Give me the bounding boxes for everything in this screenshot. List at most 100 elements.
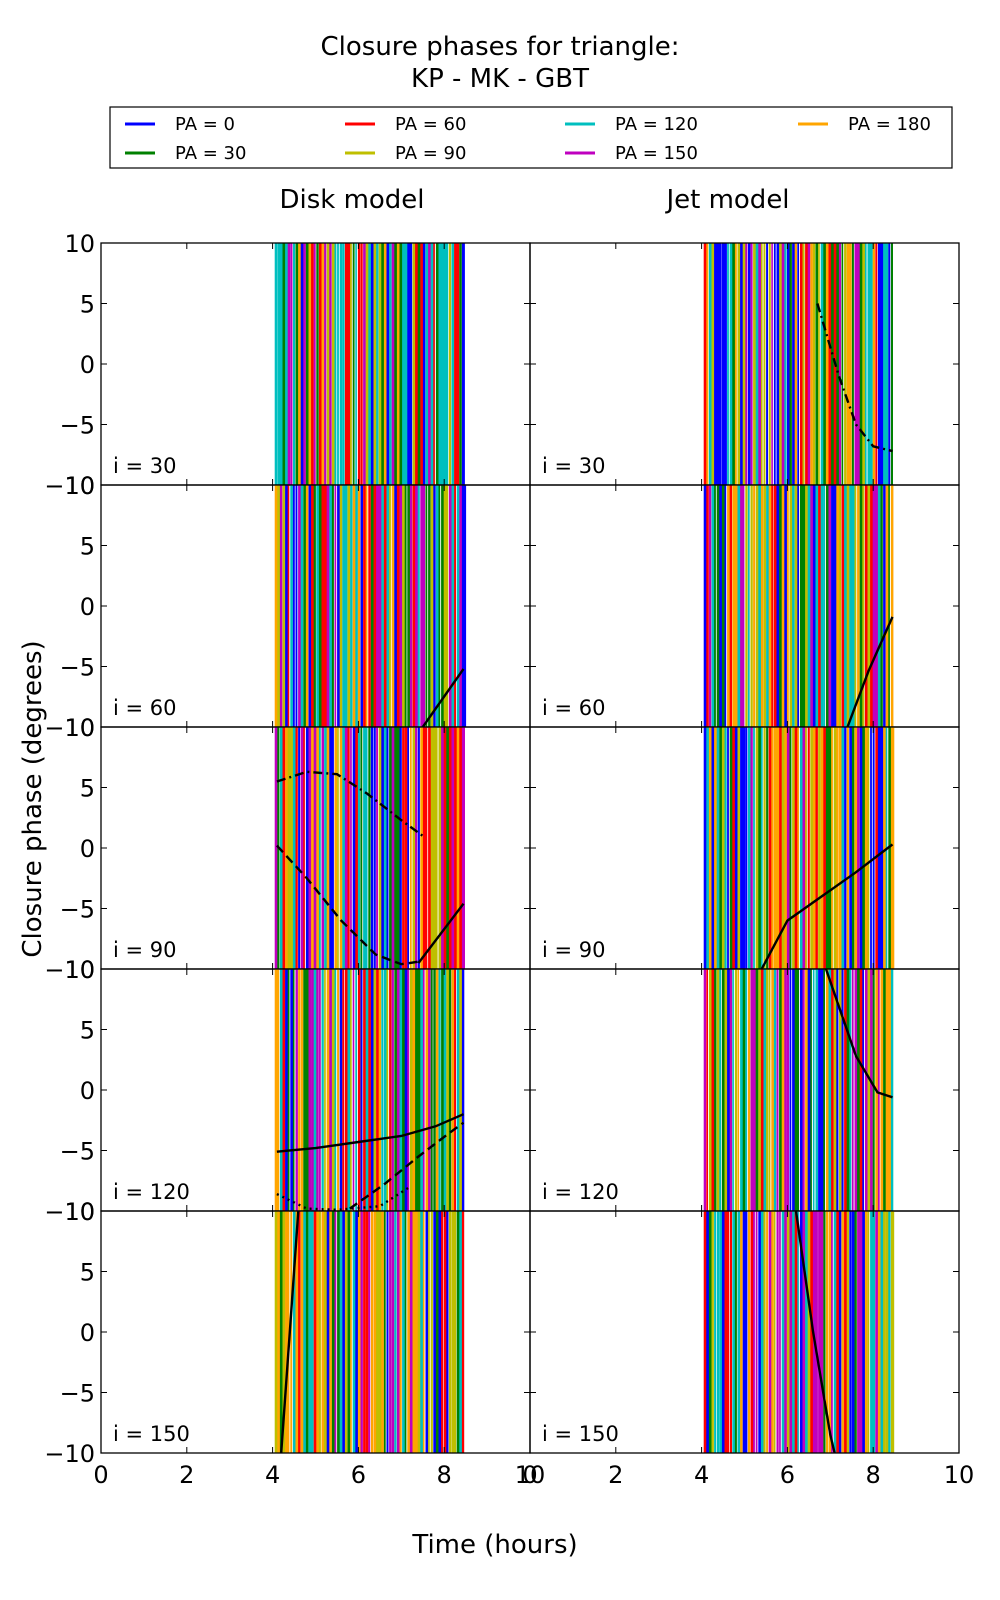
phase-trace-stroke xyxy=(815,969,818,1211)
phase-trace-stroke xyxy=(454,485,456,727)
model-curve-solid xyxy=(276,1113,464,1153)
phase-trace-stroke xyxy=(841,243,844,485)
phase-trace-stroke xyxy=(404,727,408,969)
phase-trace-stroke xyxy=(870,969,873,1211)
phase-trace-stroke xyxy=(441,243,444,485)
phase-trace-stroke xyxy=(838,485,842,727)
phase-trace-stroke xyxy=(729,1211,732,1453)
phase-trace-stroke xyxy=(831,485,835,727)
phase-trace-stroke xyxy=(376,243,379,485)
phase-trace-stroke xyxy=(386,1211,389,1453)
phase-trace-stroke xyxy=(287,1211,290,1453)
phase-trace-stroke xyxy=(812,485,817,727)
legend-entry: PA = 120 xyxy=(565,114,698,135)
phase-trace-stroke xyxy=(331,969,336,1211)
phase-trace-stroke xyxy=(399,1211,402,1453)
phase-trace-stroke xyxy=(451,243,455,485)
phase-trace-stroke xyxy=(742,969,746,1211)
phase-trace-stroke xyxy=(797,243,799,485)
phase-trace-stroke xyxy=(880,243,885,485)
phase-trace-stroke xyxy=(711,485,715,727)
phase-trace-stroke xyxy=(417,485,420,727)
phase-trace-stroke xyxy=(802,969,805,1211)
phase-trace-stroke xyxy=(378,727,383,969)
phase-trace-stroke xyxy=(747,243,751,485)
phase-trace-stroke xyxy=(792,727,796,969)
phase-trace-stroke xyxy=(851,969,854,1211)
axes-tick-labels: 1050−5−101050−5−101050−5−101050−5−101050… xyxy=(44,230,974,1489)
phase-trace-stroke xyxy=(805,727,807,969)
phase-trace-stroke xyxy=(347,485,351,727)
phase-trace-stroke xyxy=(443,1211,448,1453)
phase-trace-stroke xyxy=(456,969,461,1211)
phase-trace-stroke xyxy=(862,485,865,727)
phase-trace-stroke xyxy=(820,727,825,969)
legend-entry: PA = 180 xyxy=(798,114,931,135)
phase-trace-stroke xyxy=(292,485,295,727)
phase-trace-stroke xyxy=(420,727,424,969)
phase-trace-stroke xyxy=(807,485,811,727)
phase-trace-stroke xyxy=(368,969,373,1211)
phase-trace-stroke xyxy=(719,969,722,1211)
phase-trace-stroke xyxy=(838,1211,842,1453)
phase-trace-stroke xyxy=(883,969,888,1211)
panel-jet-2: i = 90 xyxy=(529,726,960,970)
phase-trace-stroke xyxy=(721,485,726,727)
phase-trace-stroke xyxy=(784,727,788,969)
phase-trace-stroke xyxy=(425,485,428,727)
phase-trace-stroke xyxy=(851,485,855,727)
phase-trace-stroke xyxy=(459,485,462,727)
panel-frame xyxy=(529,484,960,728)
phase-trace-stroke xyxy=(742,727,746,969)
phase-trace-stroke xyxy=(334,243,337,485)
phase-trace-stroke xyxy=(883,485,886,727)
phase-trace-stroke xyxy=(279,1211,284,1453)
legend-box xyxy=(109,106,953,169)
phase-trace-stroke xyxy=(383,485,388,727)
phase-trace-stroke xyxy=(867,243,872,485)
phase-trace-stroke xyxy=(370,243,374,485)
phase-trace-stroke xyxy=(766,1211,769,1453)
phase-trace-stroke xyxy=(724,727,727,969)
y-tick-label: −5 xyxy=(60,1138,95,1166)
phase-trace-stroke xyxy=(331,485,334,727)
phase-trace-stroke xyxy=(435,485,440,727)
phase-trace-stroke xyxy=(864,243,867,485)
phase-trace-stroke xyxy=(298,485,302,727)
phase-trace-stroke xyxy=(768,727,772,969)
phase-trace-stroke xyxy=(443,727,447,969)
phase-trace-stroke xyxy=(376,485,381,727)
phase-trace-stroke xyxy=(784,243,787,485)
phase-trace-stroke xyxy=(750,243,753,485)
phase-trace-stroke xyxy=(846,727,849,969)
model-curves xyxy=(846,616,894,727)
phase-trace-stroke xyxy=(321,969,324,1211)
phase-trace-stroke xyxy=(422,969,425,1211)
phase-trace-stroke xyxy=(859,727,863,969)
phase-trace-stroke xyxy=(737,727,741,969)
phase-trace-stroke xyxy=(831,969,834,1211)
phase-trace-stroke xyxy=(771,1211,774,1453)
phase-trace-stroke xyxy=(381,485,386,727)
phase-trace-stroke xyxy=(729,485,732,727)
phase-trace-stroke xyxy=(872,727,875,969)
phase-trace-stroke xyxy=(818,969,823,1211)
phase-trace-stroke xyxy=(324,243,327,485)
phase-trace-stroke xyxy=(859,485,864,727)
phase-trace-stroke xyxy=(438,1211,442,1453)
phase-trace-stroke xyxy=(399,485,404,727)
phase-trace-stroke xyxy=(732,1211,737,1453)
phase-trace-stroke xyxy=(428,485,431,727)
phase-trace-stroke xyxy=(760,969,765,1211)
phase-trace-stroke xyxy=(885,243,889,485)
phase-trace-stroke xyxy=(846,969,850,1211)
phase-trace-stroke xyxy=(792,1211,796,1453)
phase-trace-stroke xyxy=(428,969,431,1211)
phase-trace-stroke xyxy=(854,727,858,969)
phase-trace-stroke xyxy=(282,243,287,485)
phase-trace-stroke xyxy=(753,485,756,727)
phase-trace-stroke xyxy=(753,1211,755,1453)
phase-trace-stroke xyxy=(815,243,819,485)
phase-trace-stroke xyxy=(784,1211,787,1453)
phase-trace-stroke xyxy=(446,727,450,969)
